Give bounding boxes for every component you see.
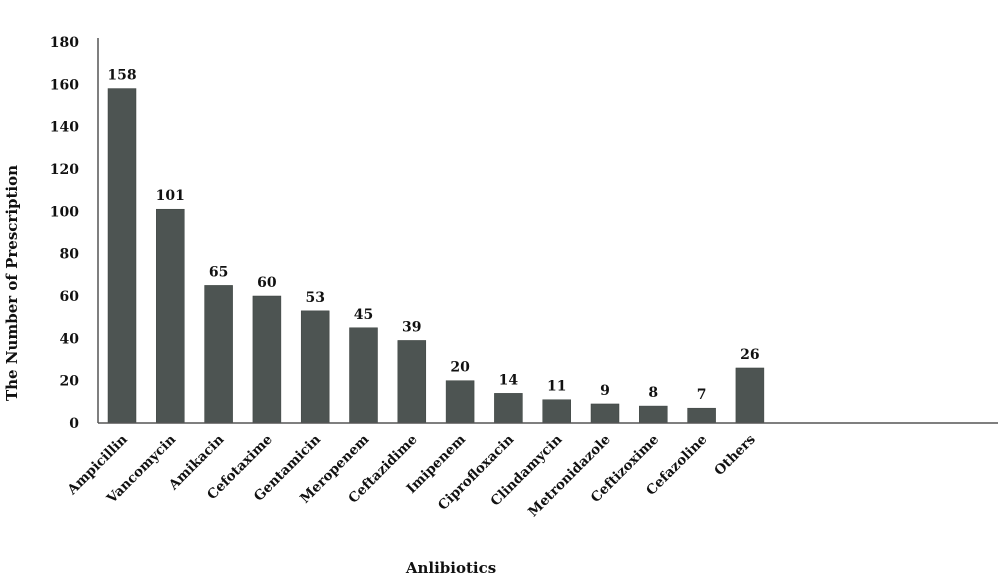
bar [590, 403, 620, 424]
bar [687, 407, 716, 424]
data-label: 7 [697, 387, 707, 403]
data-label: 9 [600, 383, 610, 399]
data-label: 45 [354, 307, 373, 323]
data-label: 20 [450, 360, 470, 376]
x-axis-tick-labels: AmpicillinVancomycinAmikacinCefotaximeGe… [64, 431, 759, 520]
data-label: 101 [156, 188, 185, 204]
bar [639, 405, 668, 424]
y-tick-label: 160 [50, 77, 79, 93]
bar [204, 285, 233, 424]
bar [494, 393, 523, 424]
bar [349, 327, 378, 424]
bar [252, 295, 282, 424]
data-label: 65 [209, 264, 228, 280]
bar [542, 399, 571, 424]
data-label: 158 [107, 68, 136, 84]
data-label: 60 [257, 275, 277, 291]
x-tick-label: Metronidazole [525, 432, 614, 521]
bars [107, 88, 765, 424]
y-axis-title: The Number of Prescription [3, 165, 21, 401]
bar [445, 380, 475, 424]
bar [397, 340, 427, 424]
data-label: 39 [402, 319, 421, 335]
x-tick-label: Others [711, 431, 759, 479]
bar [300, 310, 330, 424]
data-label: 11 [547, 379, 566, 395]
data-label: 8 [648, 385, 658, 401]
y-axis-ticks: 0 20 40 60 80 100 120 140 160 180 [50, 35, 79, 432]
y-tick-label: 100 [50, 204, 79, 220]
y-tick-label: 0 [69, 416, 79, 432]
data-labels: 158 101 65 60 53 45 39 20 14 11 9 8 7 26 [107, 68, 759, 404]
bar [107, 88, 137, 424]
y-tick-label: 80 [60, 247, 80, 263]
y-tick-label: 140 [50, 120, 79, 136]
y-tick-label: 120 [50, 162, 79, 178]
data-label: 26 [740, 347, 759, 363]
bar [156, 208, 185, 424]
y-tick-label: 180 [50, 35, 79, 51]
x-axis-title: Anlibiotics [405, 559, 496, 577]
y-tick-label: 20 [60, 374, 80, 390]
y-tick-label: 60 [60, 289, 80, 305]
data-label: 53 [305, 290, 324, 306]
bar [735, 367, 765, 424]
data-label: 14 [499, 372, 519, 388]
y-tick-label: 40 [60, 331, 80, 347]
